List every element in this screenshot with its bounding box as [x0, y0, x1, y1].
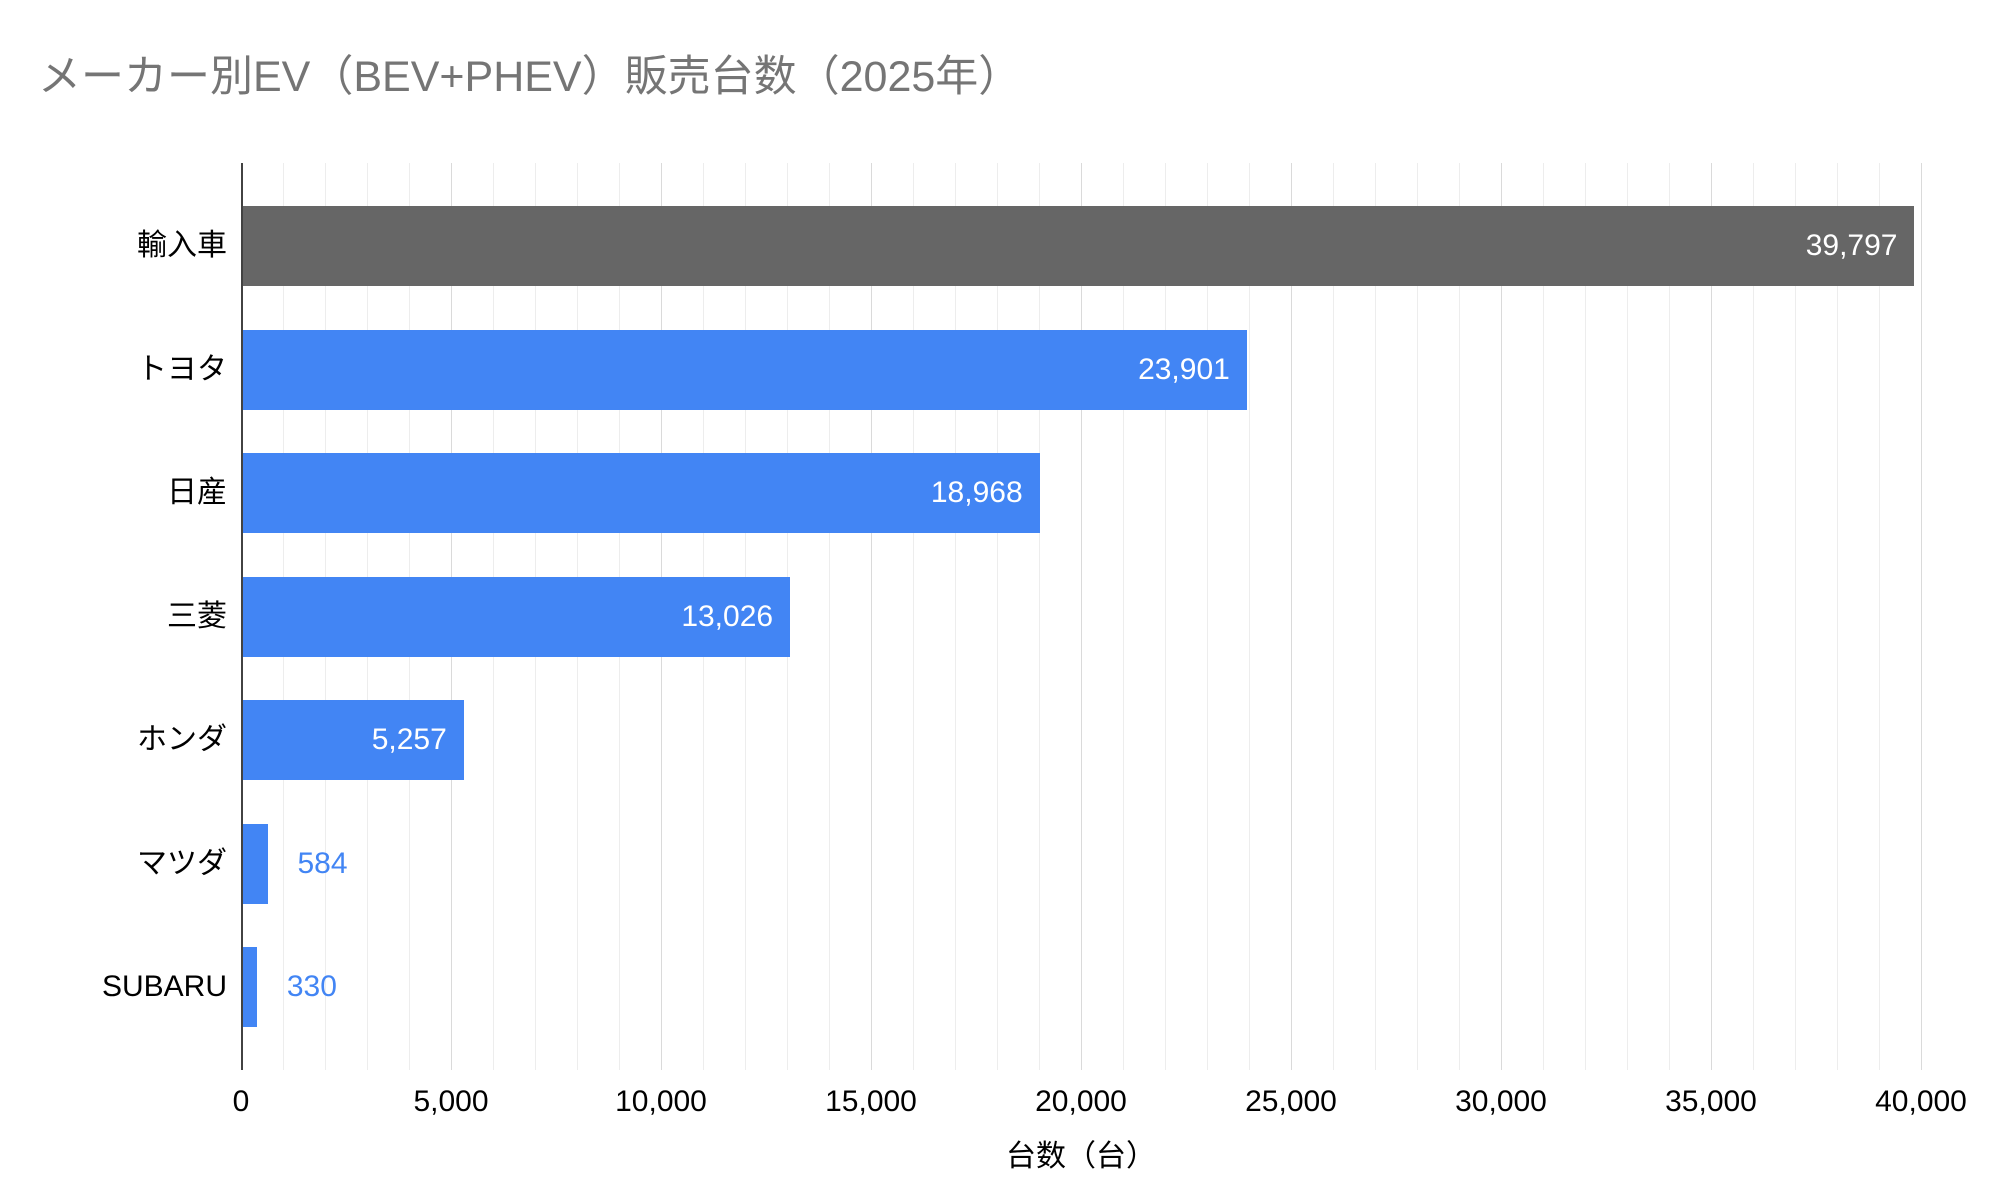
x-tick-label: 35,000 — [1601, 1085, 1821, 1119]
bar-value-label: 39,797 — [1806, 229, 1915, 263]
chart-canvas: メーカー別EV（BEV+PHEV）販売台数（2025年） 39,797輸入車23… — [0, 0, 2000, 1189]
minor-gridline — [1795, 163, 1796, 1070]
x-tick-label: 0 — [131, 1085, 351, 1119]
bar: 13,026 — [243, 577, 790, 657]
bar: 39,797 — [243, 206, 1914, 286]
category-label: 日産 — [30, 453, 227, 533]
x-tick-label: 25,000 — [1181, 1085, 1401, 1119]
minor-gridline — [1837, 163, 1838, 1070]
major-gridline — [1921, 163, 1922, 1070]
bar — [243, 947, 257, 1027]
minor-gridline — [1165, 163, 1166, 1070]
bar: 23,901 — [243, 330, 1247, 410]
category-label: トヨタ — [30, 330, 227, 410]
minor-gridline — [1585, 163, 1586, 1070]
bar: 5,257 — [243, 700, 464, 780]
category-label: マツダ — [30, 824, 227, 904]
bar: 18,968 — [243, 453, 1040, 533]
minor-gridline — [1039, 163, 1040, 1070]
x-tick-label: 5,000 — [341, 1085, 561, 1119]
minor-gridline — [1333, 163, 1334, 1070]
minor-gridline — [1753, 163, 1754, 1070]
minor-gridline — [1249, 163, 1250, 1070]
plot-area: 39,797輸入車23,901トヨタ18,968日産13,026三菱5,257ホ… — [241, 163, 1921, 1070]
bar-value-label: 13,026 — [681, 600, 790, 634]
bar-value-label: 5,257 — [372, 723, 464, 757]
major-gridline — [871, 163, 872, 1070]
x-tick-label: 15,000 — [761, 1085, 981, 1119]
bar-value-label: 330 — [257, 947, 367, 1027]
major-gridline — [1291, 163, 1292, 1070]
minor-gridline — [955, 163, 956, 1070]
category-label: 三菱 — [30, 577, 227, 657]
minor-gridline — [1627, 163, 1628, 1070]
x-tick-label: 30,000 — [1391, 1085, 1611, 1119]
minor-gridline — [829, 163, 830, 1070]
minor-gridline — [1375, 163, 1376, 1070]
major-gridline — [1711, 163, 1712, 1070]
bar-value-label: 23,901 — [1138, 353, 1247, 387]
x-tick-label: 20,000 — [971, 1085, 1191, 1119]
major-gridline — [1501, 163, 1502, 1070]
bar-value-label: 18,968 — [931, 476, 1040, 510]
category-label: 輸入車 — [30, 206, 227, 286]
category-label: SUBARU — [30, 947, 227, 1027]
x-tick-label: 10,000 — [551, 1085, 771, 1119]
minor-gridline — [1543, 163, 1544, 1070]
minor-gridline — [913, 163, 914, 1070]
x-axis-title: 台数（台） — [241, 1131, 1921, 1175]
bar-value-label: 584 — [268, 824, 378, 904]
minor-gridline — [1417, 163, 1418, 1070]
minor-gridline — [1207, 163, 1208, 1070]
category-label: ホンダ — [30, 700, 227, 780]
y-axis-line — [241, 163, 243, 1070]
minor-gridline — [1123, 163, 1124, 1070]
minor-gridline — [997, 163, 998, 1070]
minor-gridline — [1879, 163, 1880, 1070]
bar — [243, 824, 268, 904]
major-gridline — [1081, 163, 1082, 1070]
minor-gridline — [1669, 163, 1670, 1070]
x-tick-label: 40,000 — [1811, 1085, 2000, 1119]
minor-gridline — [1459, 163, 1460, 1070]
chart-title: メーカー別EV（BEV+PHEV）販売台数（2025年） — [38, 42, 1021, 104]
